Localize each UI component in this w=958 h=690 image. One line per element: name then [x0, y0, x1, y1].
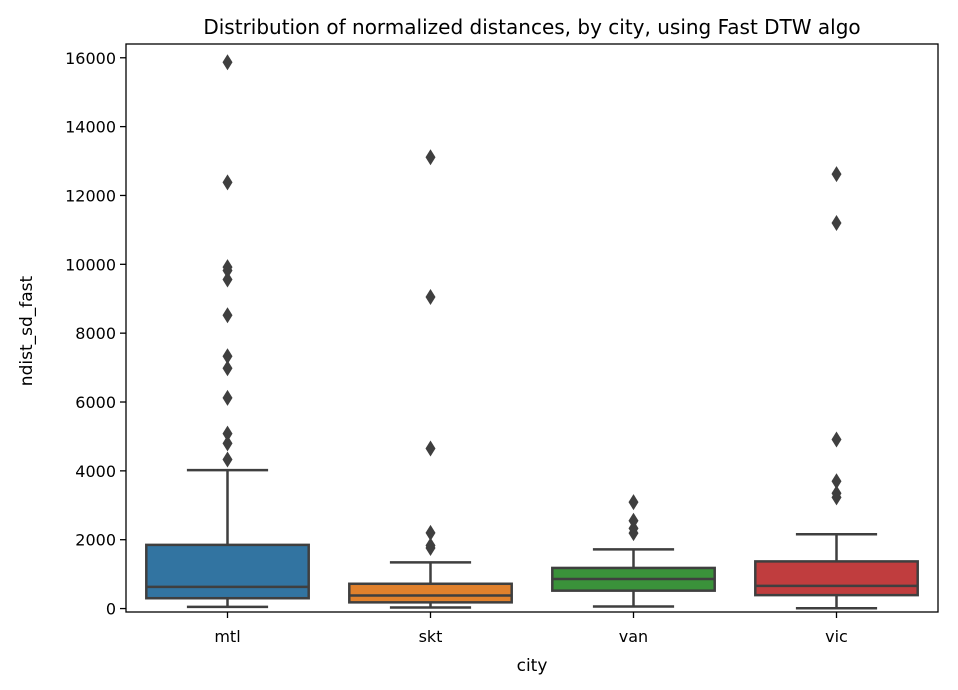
outlier-point [628, 494, 639, 511]
y-tick-label: 4000 [75, 462, 116, 481]
y-tick-label: 16000 [65, 49, 116, 68]
outlier-point [222, 435, 233, 452]
outlier-point [222, 307, 233, 324]
outlier-point [831, 215, 842, 232]
outlier-point [425, 149, 436, 166]
chart-title: Distribution of normalized distances, by… [203, 15, 860, 39]
y-tick-label: 8000 [75, 324, 116, 343]
box-skt [348, 582, 513, 604]
outlier-point [831, 431, 842, 448]
plot-area: 0 2000 4000 6000 8000 10000 12000 14000 16000 mtl… [65, 43, 939, 646]
x-tick-label: vic [825, 627, 848, 646]
y-tick-label: 10000 [65, 255, 116, 274]
x-axis-label: city [517, 656, 548, 676]
outlier-point [222, 360, 233, 377]
outlier-point [222, 259, 233, 276]
y-tick-label: 12000 [65, 186, 116, 205]
outlier-point [425, 289, 436, 306]
outlier-point [425, 537, 436, 554]
outlier-point [831, 473, 842, 490]
y-tick-label: 0 [106, 600, 116, 619]
outlier-point [628, 512, 639, 529]
y-axis-label: ndist_sd_fast [17, 275, 37, 386]
box-mtl [145, 543, 310, 600]
x-tick-label: mtl [214, 627, 240, 646]
outlier-point [222, 54, 233, 71]
x-tick-label: skt [419, 627, 443, 646]
box-vic [754, 560, 919, 597]
plot-frame [125, 43, 939, 613]
outlier-point [425, 524, 436, 541]
outlier-point [222, 348, 233, 365]
x-tick-label: van [619, 627, 648, 646]
y-tick-label: 2000 [75, 531, 116, 550]
y-tick-label: 14000 [65, 118, 116, 137]
outlier-point [425, 440, 436, 457]
outlier-point [222, 451, 233, 468]
y-tick-label: 6000 [75, 393, 116, 412]
outlier-point [222, 425, 233, 442]
outlier-point [222, 271, 233, 288]
outlier-point [831, 166, 842, 183]
outlier-point [831, 485, 842, 502]
outlier-point [222, 389, 233, 406]
outlier-point [222, 174, 233, 191]
